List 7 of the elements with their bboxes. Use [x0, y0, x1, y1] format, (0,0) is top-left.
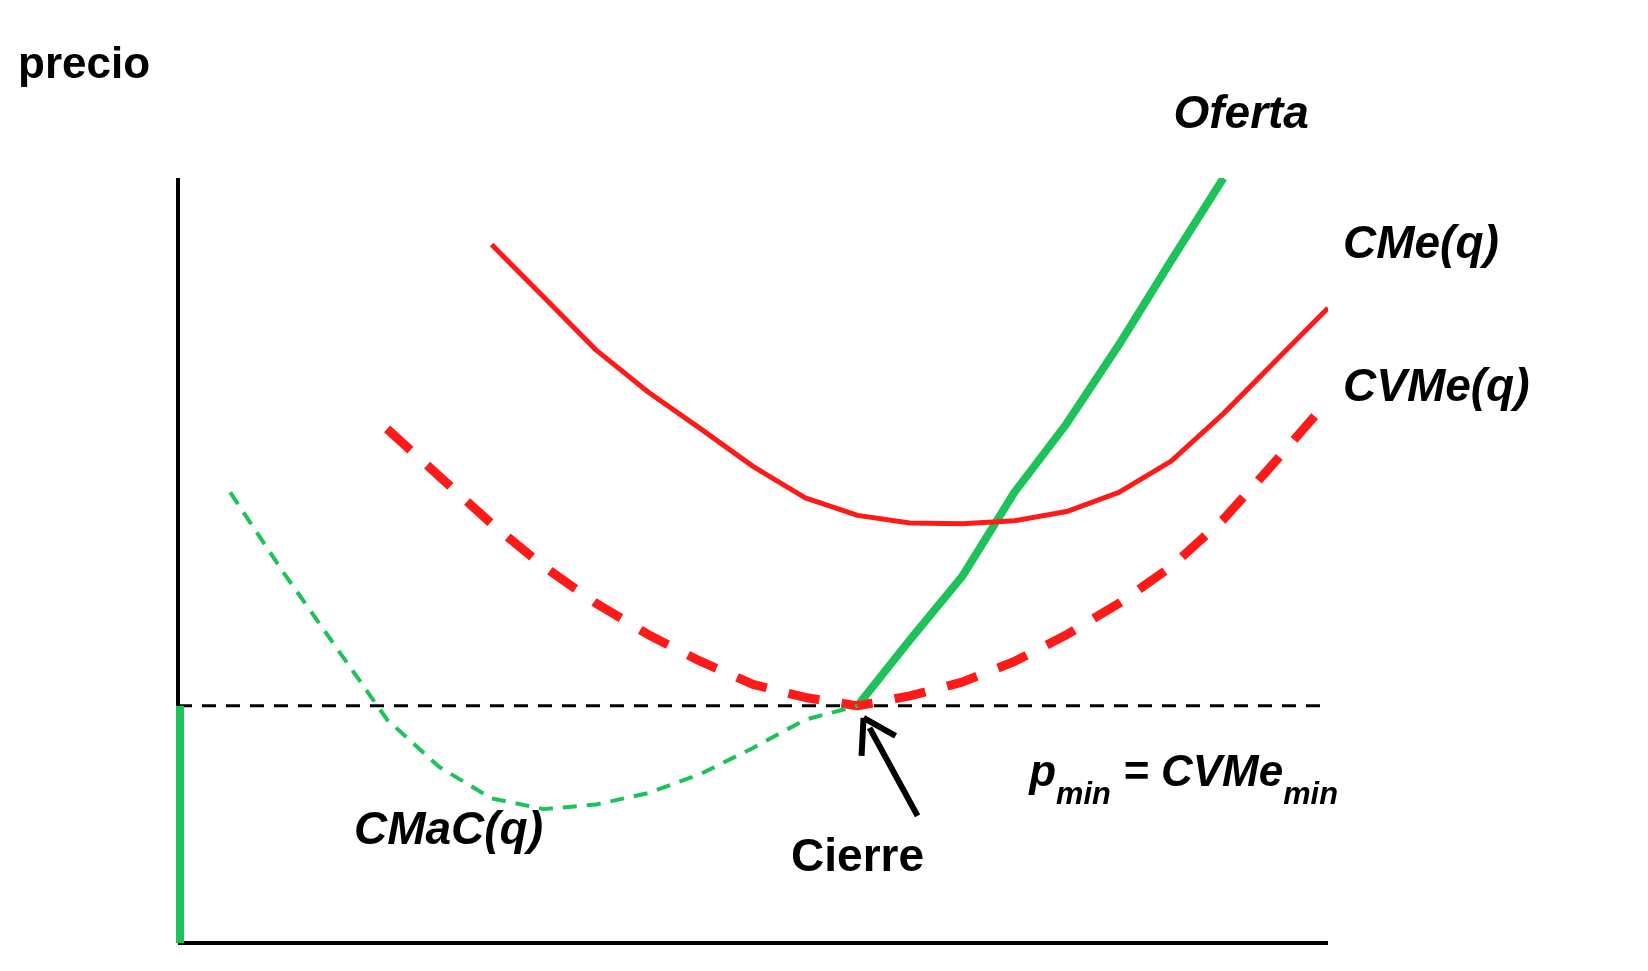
series-label: CMe(q) [1343, 216, 1499, 269]
annotation: Cierre [791, 828, 925, 881]
series-label: CVMe(q) [1343, 358, 1530, 411]
series-label: CMaC(q) [353, 802, 543, 855]
y-axis-title: precio [18, 38, 151, 87]
ref-line-label: p$_{min}$ = CVMe$_{min}$ [1028, 745, 1338, 811]
series-label: Oferta [1173, 86, 1309, 138]
